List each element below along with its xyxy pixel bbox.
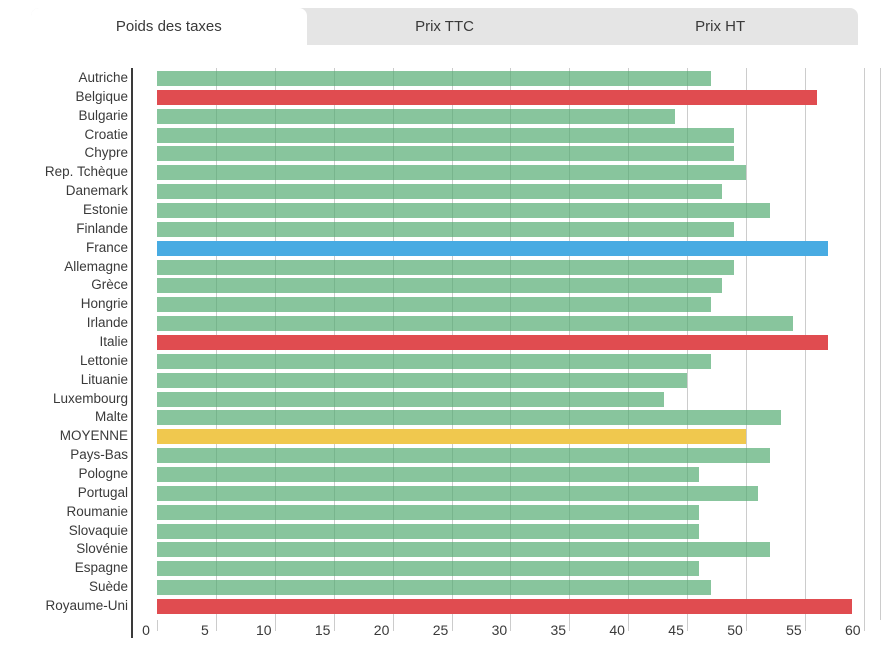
x-axis-tick bbox=[157, 620, 158, 631]
category-label-rep-tch-que: Rep. Tchèque bbox=[44, 164, 128, 180]
bar-estonie[interactable] bbox=[157, 202, 770, 218]
bar-pologne[interactable] bbox=[157, 466, 699, 482]
x-axis-tick bbox=[274, 620, 276, 631]
bar-finlande[interactable] bbox=[157, 221, 735, 237]
y-axis-line bbox=[131, 68, 133, 638]
bar-danemark[interactable] bbox=[157, 184, 723, 200]
bar-croatie[interactable] bbox=[157, 127, 735, 143]
category-label-gr-ce: Grèce bbox=[91, 277, 128, 293]
bar-lituanie[interactable] bbox=[157, 372, 688, 388]
category-label-allemagne: Allemagne bbox=[64, 258, 128, 274]
x-axis-tick-label: 50 bbox=[727, 622, 743, 638]
bar-luxembourg[interactable] bbox=[157, 391, 664, 407]
bar-portugal[interactable] bbox=[157, 485, 758, 501]
category-label-finlande: Finlande bbox=[76, 220, 128, 236]
x-axis-tick-label: 30 bbox=[491, 622, 508, 638]
tab-prix-ht[interactable]: Prix HT bbox=[695, 18, 746, 35]
category-label-lituanie: Lituanie bbox=[80, 371, 128, 387]
bar-roumanie[interactable] bbox=[157, 504, 699, 520]
plot-right-border bbox=[880, 68, 881, 620]
bar-malte[interactable] bbox=[157, 410, 782, 426]
x-axis-tick bbox=[569, 620, 571, 631]
category-label-chypre: Chypre bbox=[84, 145, 128, 161]
bar-bulgarie[interactable] bbox=[157, 108, 676, 124]
category-label-slov-nie: Slovénie bbox=[76, 541, 128, 557]
x-axis-tick bbox=[628, 620, 630, 631]
bar-moyenne[interactable] bbox=[157, 429, 746, 445]
category-label-slovaquie: Slovaquie bbox=[68, 522, 128, 538]
bar-royaume-uni[interactable] bbox=[157, 598, 853, 614]
category-label-moyenne: MOYENNE bbox=[59, 428, 128, 444]
category-label-su-de: Suède bbox=[88, 579, 128, 595]
bar-irlande[interactable] bbox=[157, 316, 794, 332]
bar-belgique[interactable] bbox=[157, 89, 817, 105]
x-axis-tick-label: 55 bbox=[786, 622, 802, 638]
x-axis-tick-label: 40 bbox=[609, 622, 625, 638]
gridline bbox=[863, 68, 865, 620]
category-label-espagne: Espagne bbox=[74, 560, 128, 576]
category-label-autriche: Autriche bbox=[78, 70, 128, 85]
category-label-roumanie: Roumanie bbox=[66, 503, 128, 519]
x-axis-tick bbox=[215, 620, 217, 631]
bar-slov-nie[interactable] bbox=[157, 542, 770, 558]
x-axis-tick-label: 10 bbox=[256, 622, 272, 638]
x-axis-tick bbox=[687, 620, 689, 631]
bar-allemagne[interactable] bbox=[157, 259, 735, 275]
category-label-irlande: Irlande bbox=[86, 315, 128, 331]
x-axis-tick bbox=[863, 620, 865, 631]
category-label-luxembourg: Luxembourg bbox=[52, 390, 128, 406]
x-axis-tick bbox=[804, 620, 806, 631]
x-axis-tick-label: 45 bbox=[668, 622, 684, 638]
bar-pays-bas[interactable] bbox=[157, 448, 770, 464]
category-label-hongrie: Hongrie bbox=[80, 296, 128, 312]
bar-slovaquie[interactable] bbox=[157, 523, 699, 539]
category-label-pays-bas: Pays-Bas bbox=[70, 447, 128, 463]
category-label-lettonie: Lettonie bbox=[79, 352, 128, 368]
category-label-portugal: Portugal bbox=[77, 484, 128, 500]
category-label-pologne: Pologne bbox=[78, 465, 128, 481]
bar-hongrie[interactable] bbox=[157, 297, 711, 313]
x-axis-tick bbox=[451, 620, 453, 631]
bar-espagne[interactable] bbox=[157, 561, 699, 577]
x-axis-tick-label: 25 bbox=[432, 622, 449, 638]
x-axis-tick bbox=[510, 620, 512, 631]
category-label-bulgarie: Bulgarie bbox=[78, 107, 128, 123]
category-label-malte: Malte bbox=[94, 409, 128, 425]
category-label-france: France bbox=[85, 239, 128, 255]
x-axis-tick-label: 20 bbox=[373, 622, 390, 638]
bar-gr-ce[interactable] bbox=[157, 278, 723, 294]
tab-prix-ttc[interactable]: Prix TTC bbox=[415, 18, 474, 35]
x-axis-tick bbox=[746, 620, 747, 631]
x-axis-tick-label: 60 bbox=[845, 622, 861, 638]
category-label-estonie: Estonie bbox=[82, 201, 128, 217]
category-label-danemark: Danemark bbox=[65, 183, 128, 199]
x-axis-tick-label: 35 bbox=[550, 622, 567, 638]
bar-su-de[interactable] bbox=[157, 580, 711, 596]
x-axis-tick bbox=[392, 620, 394, 631]
bar-france[interactable] bbox=[157, 240, 829, 256]
bar-rep-tch-que[interactable] bbox=[157, 165, 746, 181]
x-axis-tick-label: 0 bbox=[142, 622, 150, 638]
category-label-croatie: Croatie bbox=[84, 126, 128, 142]
tab-bar: Poids des taxes Prix TTC Prix HT bbox=[31, 8, 858, 45]
category-label-belgique: Belgique bbox=[75, 88, 128, 104]
category-label-italie: Italie bbox=[99, 333, 128, 349]
bar-autriche[interactable] bbox=[157, 71, 711, 86]
bar-lettonie[interactable] bbox=[157, 353, 711, 369]
category-label-royaume-uni: Royaume-Uni bbox=[45, 597, 128, 613]
bar-chypre[interactable] bbox=[157, 146, 735, 162]
bar-italie[interactable] bbox=[157, 334, 829, 350]
tab-poids-des-taxes[interactable]: Poids des taxes bbox=[31, 8, 307, 45]
x-axis-tick-label: 5 bbox=[200, 622, 209, 638]
x-axis-tick bbox=[333, 620, 335, 631]
x-axis-tick-label: 15 bbox=[314, 622, 331, 638]
